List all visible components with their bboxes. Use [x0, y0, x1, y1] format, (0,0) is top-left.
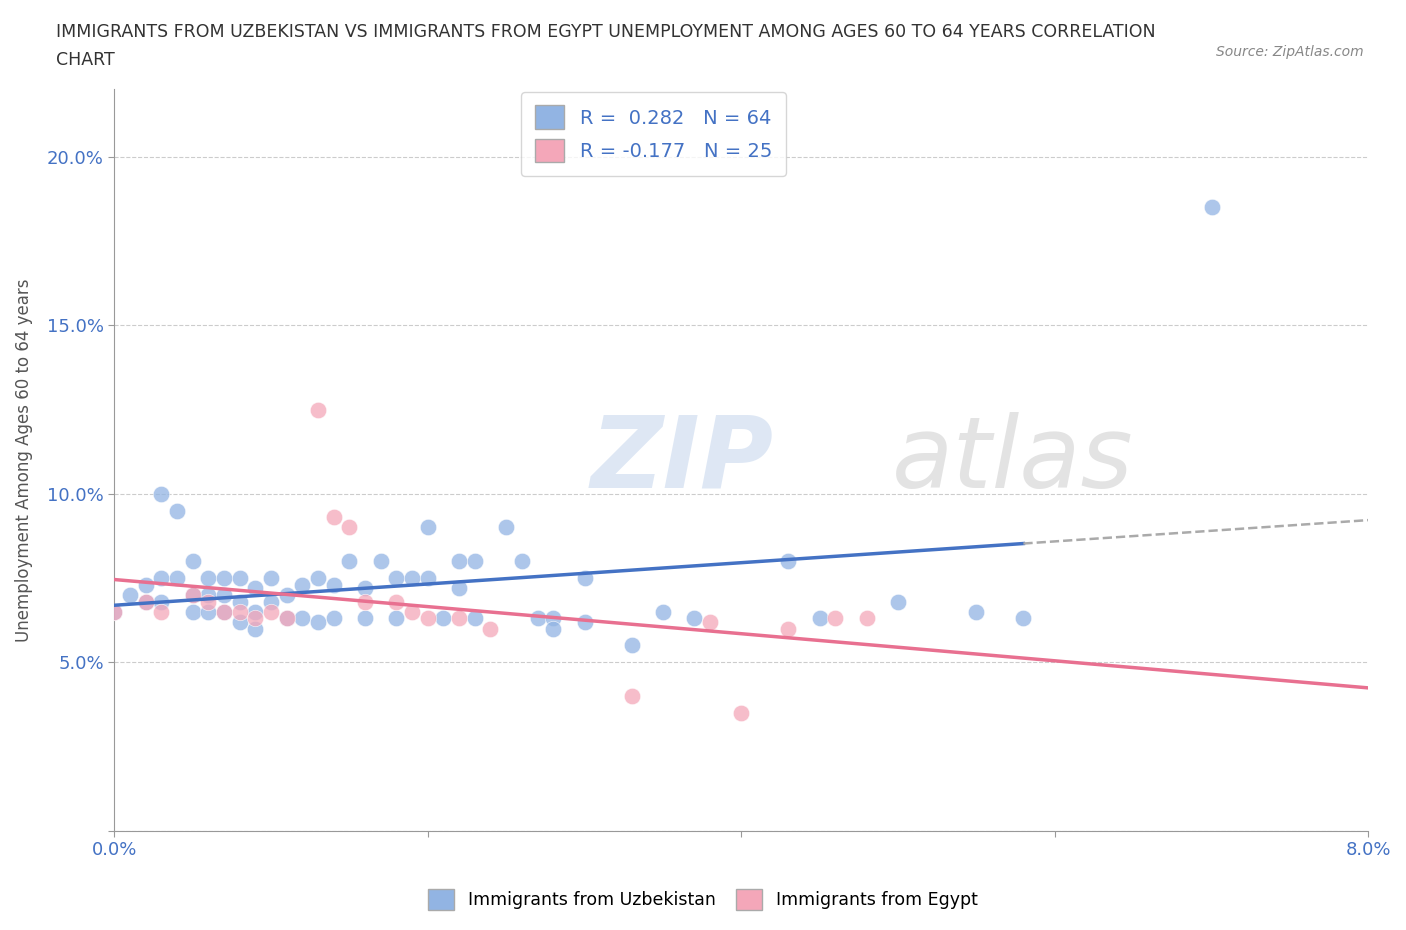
- Text: IMMIGRANTS FROM UZBEKISTAN VS IMMIGRANTS FROM EGYPT UNEMPLOYMENT AMONG AGES 60 T: IMMIGRANTS FROM UZBEKISTAN VS IMMIGRANTS…: [56, 23, 1156, 41]
- Point: [166, 571, 188, 586]
- Point: [778, 621, 800, 636]
- Point: [135, 594, 157, 609]
- Point: [339, 520, 361, 535]
- Point: [526, 611, 548, 626]
- Point: [197, 604, 219, 619]
- Point: [510, 553, 533, 568]
- Point: [228, 594, 250, 609]
- Point: [245, 604, 267, 619]
- Point: [574, 615, 596, 630]
- Text: CHART: CHART: [56, 51, 115, 69]
- Point: [887, 594, 910, 609]
- Point: [150, 486, 173, 501]
- Point: [245, 621, 267, 636]
- Point: [181, 553, 204, 568]
- Point: [212, 604, 235, 619]
- Point: [228, 604, 250, 619]
- Point: [166, 503, 188, 518]
- Point: [401, 604, 423, 619]
- Text: atlas: atlas: [891, 412, 1133, 509]
- Point: [354, 594, 377, 609]
- Point: [730, 705, 752, 720]
- Point: [103, 604, 125, 619]
- Point: [291, 578, 314, 592]
- Point: [150, 604, 173, 619]
- Point: [965, 604, 987, 619]
- Legend: R =  0.282   N = 64, R = -0.177   N = 25: R = 0.282 N = 64, R = -0.177 N = 25: [522, 92, 786, 176]
- Point: [620, 688, 643, 703]
- Point: [181, 588, 204, 603]
- Point: [778, 553, 800, 568]
- Point: [464, 553, 486, 568]
- Point: [432, 611, 454, 626]
- Point: [620, 638, 643, 653]
- Point: [181, 604, 204, 619]
- Point: [228, 571, 250, 586]
- Point: [181, 588, 204, 603]
- Point: [245, 580, 267, 595]
- Point: [416, 520, 439, 535]
- Legend: Immigrants from Uzbekistan, Immigrants from Egypt: Immigrants from Uzbekistan, Immigrants f…: [420, 882, 986, 917]
- Point: [118, 588, 141, 603]
- Point: [464, 611, 486, 626]
- Point: [322, 611, 344, 626]
- Point: [385, 571, 408, 586]
- Point: [541, 611, 564, 626]
- Point: [260, 571, 283, 586]
- Text: ZIP: ZIP: [591, 412, 773, 509]
- Point: [322, 578, 344, 592]
- Point: [135, 578, 157, 592]
- Point: [479, 621, 502, 636]
- Point: [150, 594, 173, 609]
- Point: [385, 594, 408, 609]
- Point: [135, 594, 157, 609]
- Point: [808, 611, 831, 626]
- Point: [260, 594, 283, 609]
- Point: [197, 588, 219, 603]
- Point: [385, 611, 408, 626]
- Point: [541, 621, 564, 636]
- Point: [449, 580, 471, 595]
- Point: [197, 594, 219, 609]
- Point: [212, 588, 235, 603]
- Point: [307, 615, 329, 630]
- Point: [574, 571, 596, 586]
- Point: [401, 571, 423, 586]
- Point: [855, 611, 877, 626]
- Point: [212, 604, 235, 619]
- Point: [339, 553, 361, 568]
- Point: [276, 588, 298, 603]
- Point: [699, 615, 721, 630]
- Point: [103, 604, 125, 619]
- Point: [449, 553, 471, 568]
- Point: [416, 571, 439, 586]
- Point: [1201, 200, 1223, 215]
- Point: [150, 571, 173, 586]
- Point: [824, 611, 846, 626]
- Point: [354, 611, 377, 626]
- Y-axis label: Unemployment Among Ages 60 to 64 years: Unemployment Among Ages 60 to 64 years: [15, 278, 32, 642]
- Point: [228, 615, 250, 630]
- Point: [245, 611, 267, 626]
- Point: [291, 611, 314, 626]
- Point: [197, 571, 219, 586]
- Point: [276, 611, 298, 626]
- Point: [307, 402, 329, 417]
- Point: [416, 611, 439, 626]
- Point: [651, 604, 673, 619]
- Text: Source: ZipAtlas.com: Source: ZipAtlas.com: [1216, 45, 1364, 59]
- Point: [307, 571, 329, 586]
- Point: [260, 604, 283, 619]
- Point: [683, 611, 706, 626]
- Point: [322, 510, 344, 525]
- Point: [370, 553, 392, 568]
- Point: [495, 520, 517, 535]
- Point: [354, 580, 377, 595]
- Point: [1012, 611, 1035, 626]
- Point: [449, 611, 471, 626]
- Point: [212, 571, 235, 586]
- Point: [276, 611, 298, 626]
